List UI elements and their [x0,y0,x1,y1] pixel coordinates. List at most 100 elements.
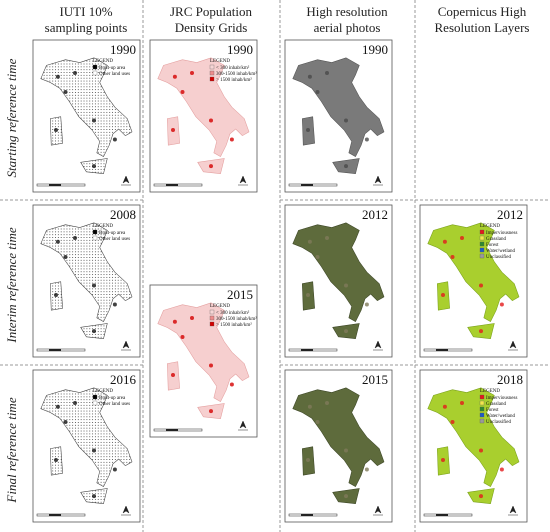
map-spot [306,458,310,462]
map-spot [325,71,329,75]
legend-swatch [209,64,215,70]
row-label: Starting reference time [4,58,19,177]
map-spot [112,137,117,142]
map-spot [63,420,68,424]
map-spot [442,239,447,244]
map-spot [73,236,77,240]
column-header: JRC Population [170,4,252,19]
map-spot [112,302,117,307]
legend-swatch [479,400,485,406]
scale-bar-fill [166,184,178,186]
legend-item: Imperviousness [486,231,517,236]
map-spot [442,404,447,409]
column-header: aerial photos [314,20,381,35]
column-header: Resolution Layers [435,20,530,35]
panel-year: 2012 [362,207,388,222]
map-panel: 2018 LEGEND ImperviousnessGrasslandForestW… [419,369,528,523]
map-spot [180,335,185,339]
map-spot [63,255,68,259]
map-spot [479,494,483,499]
map-spot [460,236,464,240]
map-spot [315,255,320,259]
legend-swatch [479,418,485,424]
legend-swatch [479,412,485,418]
north-arrow [373,175,383,186]
map-spot [306,128,310,132]
map-spot [172,319,177,324]
row-label: Interim reference time [4,227,19,343]
legend-swatch [209,70,215,76]
legend-swatch [479,229,485,235]
legend-item: 300-1500 inhab/km² [216,316,257,322]
map-spot [344,283,348,288]
legend-title: LEGEND [93,224,113,229]
north-arrow [373,340,383,351]
map-spot [441,293,445,297]
map-spot [209,118,213,123]
map-spot [315,420,320,424]
map-spot [54,293,58,297]
legend-swatch [479,406,485,412]
map-spot [325,236,329,240]
scale-bar-fill [436,349,448,351]
map-spot [479,448,483,453]
map-spot [460,401,464,405]
map-spot [190,316,194,320]
map-spot [499,302,504,307]
map-panel: 1990 [284,39,393,193]
legend-item: Forest [486,408,499,413]
panel-year: 2015 [362,372,388,387]
legend-swatch [209,315,215,321]
legend-title: LEGEND [210,304,230,309]
legend-item: Other land uses [99,72,130,77]
legend-item: Built-up area [99,396,126,401]
legend-item: Built-up area [99,231,126,236]
legend-title: LEGEND [93,59,113,64]
legend-item: Other land uses [99,402,130,407]
map-spot [180,90,185,94]
legend-item: Other land uses [99,237,130,242]
map-panel: 2012 LEGEND ImperviousnessGrasslandForestW… [419,204,528,358]
scale-bar-fill [166,429,178,431]
map-spot [54,458,58,462]
map-spot [364,137,369,142]
legend-item: Unclassified [486,255,511,260]
legend-item: Forest [486,243,499,248]
map-spot [315,90,320,94]
map-spot [209,409,213,414]
column-header: Density Grids [175,20,248,35]
column-header: sampling points [45,20,128,35]
map-spot [54,128,58,132]
legend-item: Unclassified [486,420,511,425]
north-arrow [238,420,248,431]
north-arrow [373,505,383,516]
map-spot [92,448,96,453]
panel-year: 1990 [362,42,388,57]
map-spot [307,404,312,409]
map-spot [209,363,213,368]
map-spot [306,293,310,297]
map-spot [112,467,117,472]
legend-swatch [479,253,485,259]
legend-item: > 1500 inhab/km² [216,322,252,328]
map-spot [63,90,68,94]
map-spot [364,302,369,307]
map-spot [307,74,312,79]
north-arrow [121,340,131,351]
panel-year: 1990 [110,42,136,57]
legend-title: LEGEND [210,59,230,64]
map-spot [344,118,348,123]
scale-bar-fill [436,514,448,516]
map-spot [441,458,445,462]
map-spot [307,239,312,244]
legend-item: Water/wetland [486,249,516,254]
map-spot [92,283,96,288]
legend-swatch [209,309,215,315]
map-spot [92,494,96,499]
legend-swatch [479,394,485,400]
